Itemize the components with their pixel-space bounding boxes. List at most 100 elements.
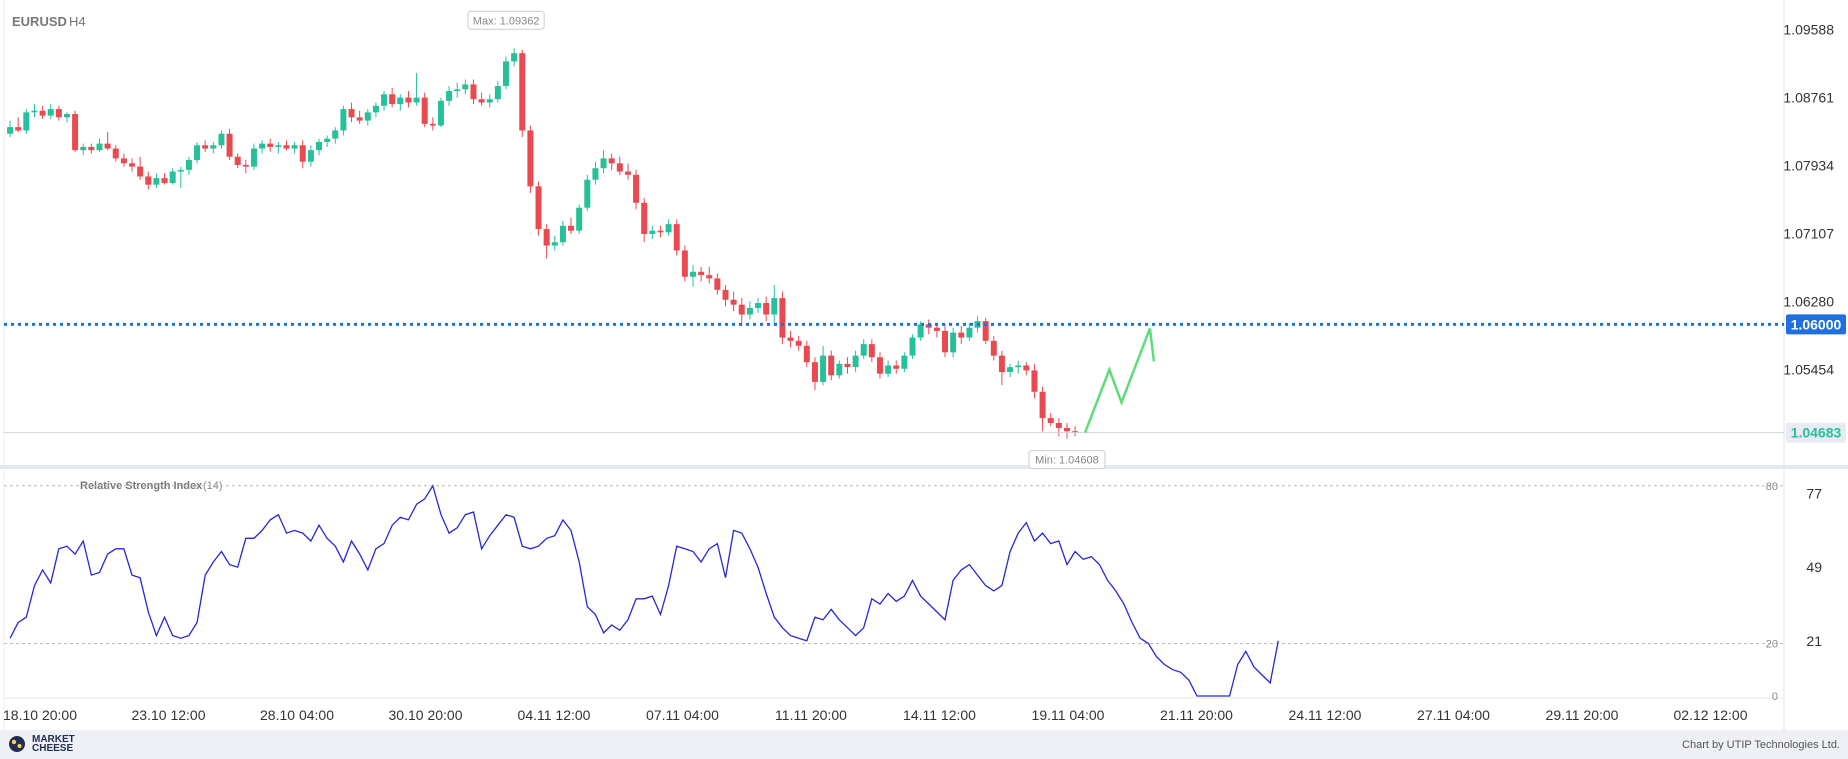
candle <box>584 174 591 211</box>
candle <box>299 140 306 169</box>
rsi-level-label: 20 <box>1766 638 1778 650</box>
rsi-period: (14) <box>203 480 223 492</box>
candle <box>112 145 119 162</box>
min-marker: Min: 1.04608 <box>1028 450 1106 470</box>
rsi-levels: 80 20 0 <box>4 481 1784 703</box>
candle <box>901 352 908 373</box>
candle <box>917 321 924 341</box>
candle <box>511 48 518 67</box>
candle <box>63 112 70 123</box>
rsi-level-label: 0 <box>1772 691 1778 703</box>
candle <box>120 153 127 167</box>
price-tick-label: 1.09588 <box>1783 22 1834 38</box>
candle <box>673 219 680 256</box>
time-tick-label: 11.11 20:00 <box>775 707 847 723</box>
candle <box>755 298 762 313</box>
candle <box>909 334 916 359</box>
candle <box>722 284 729 307</box>
candle <box>876 352 883 379</box>
candle <box>88 143 95 154</box>
candle <box>665 219 672 236</box>
candle <box>194 141 201 164</box>
candle <box>364 109 371 126</box>
candle <box>259 140 266 154</box>
candle <box>291 141 298 154</box>
candle <box>543 224 550 259</box>
candle <box>811 357 818 391</box>
candle <box>372 102 379 118</box>
candle <box>998 350 1005 386</box>
max-label: Max: 1.09362 <box>473 15 540 27</box>
candle <box>145 171 152 190</box>
rsi-title: Relative Strength Index <box>80 480 203 492</box>
chart-credit: Chart by UTIP Technologies Ltd. <box>1682 739 1840 751</box>
rsi-pane[interactable]: Relative Strength Index (14) 80 20 0 77 49 2… <box>4 480 1822 703</box>
candle <box>925 319 932 335</box>
time-tick-label: 18.10 20:00 <box>3 707 77 723</box>
candle <box>828 350 835 381</box>
candle <box>267 138 274 152</box>
candle <box>1015 360 1022 374</box>
candle <box>129 158 136 172</box>
time-tick-label: 19.11 04:00 <box>1032 707 1105 723</box>
candle <box>454 82 461 98</box>
time-tick-label: 29.11 20:00 <box>1546 707 1619 723</box>
candle <box>771 284 778 327</box>
candle <box>210 141 217 154</box>
time-tick-label: 07.11 04:00 <box>646 707 719 723</box>
candle <box>389 87 396 108</box>
candle <box>478 92 485 106</box>
price-tick-label: 1.07107 <box>1783 225 1834 241</box>
candle <box>137 156 144 180</box>
rsi-tick-label: 21 <box>1806 633 1822 649</box>
candle <box>307 145 314 167</box>
candle <box>202 140 209 152</box>
candle <box>624 163 631 180</box>
candle <box>608 153 615 170</box>
price-tick-label: 1.06280 <box>1783 293 1834 309</box>
candle <box>836 360 843 379</box>
price-pane[interactable]: 1.09588 1.08761 1.07934 1.07107 1.06280 1.054… <box>4 10 1846 470</box>
candle <box>982 317 989 345</box>
symbol-title: EURUSD <box>12 14 67 29</box>
rsi-tick-label: 77 <box>1806 486 1822 502</box>
candle <box>990 335 997 361</box>
time-axis: 18.10 20:00 23.10 12:00 28.10 04:00 30.10 2… <box>3 707 1748 723</box>
candle <box>1055 418 1062 437</box>
candle <box>250 143 257 170</box>
candle <box>689 265 696 287</box>
time-tick-label: 14.11 12:00 <box>903 707 976 723</box>
candle <box>15 117 22 133</box>
candle <box>429 117 436 131</box>
candle <box>1039 386 1046 432</box>
candle <box>519 49 526 138</box>
candle <box>324 135 331 147</box>
candle <box>502 56 509 90</box>
candle <box>1023 362 1030 376</box>
time-tick-label: 02.12 12:00 <box>1674 707 1748 723</box>
candle <box>966 322 973 341</box>
candle <box>437 97 444 128</box>
candle <box>592 161 599 185</box>
pane-divider[interactable] <box>0 465 1848 469</box>
candle <box>681 245 688 282</box>
candle <box>340 105 347 136</box>
candle <box>80 143 87 156</box>
price-tick-label: 1.05454 <box>1783 361 1834 377</box>
time-tick-label: 28.10 04:00 <box>260 707 334 723</box>
candle <box>1031 363 1038 399</box>
candle <box>242 160 249 174</box>
candle <box>746 301 753 320</box>
footer-bar <box>0 730 1848 759</box>
candle <box>494 81 501 103</box>
candle <box>787 330 794 348</box>
timeframe-label: H4 <box>69 14 86 29</box>
rsi-axis: 77 49 21 <box>1806 486 1822 649</box>
brand-logo: MARKET CHEESE <box>8 735 75 754</box>
candle <box>7 120 14 138</box>
rsi-level-label: 80 <box>1766 481 1778 493</box>
candle <box>218 130 225 149</box>
candle <box>649 225 656 239</box>
candle <box>332 127 339 144</box>
time-tick-label: 23.10 12:00 <box>132 707 206 723</box>
